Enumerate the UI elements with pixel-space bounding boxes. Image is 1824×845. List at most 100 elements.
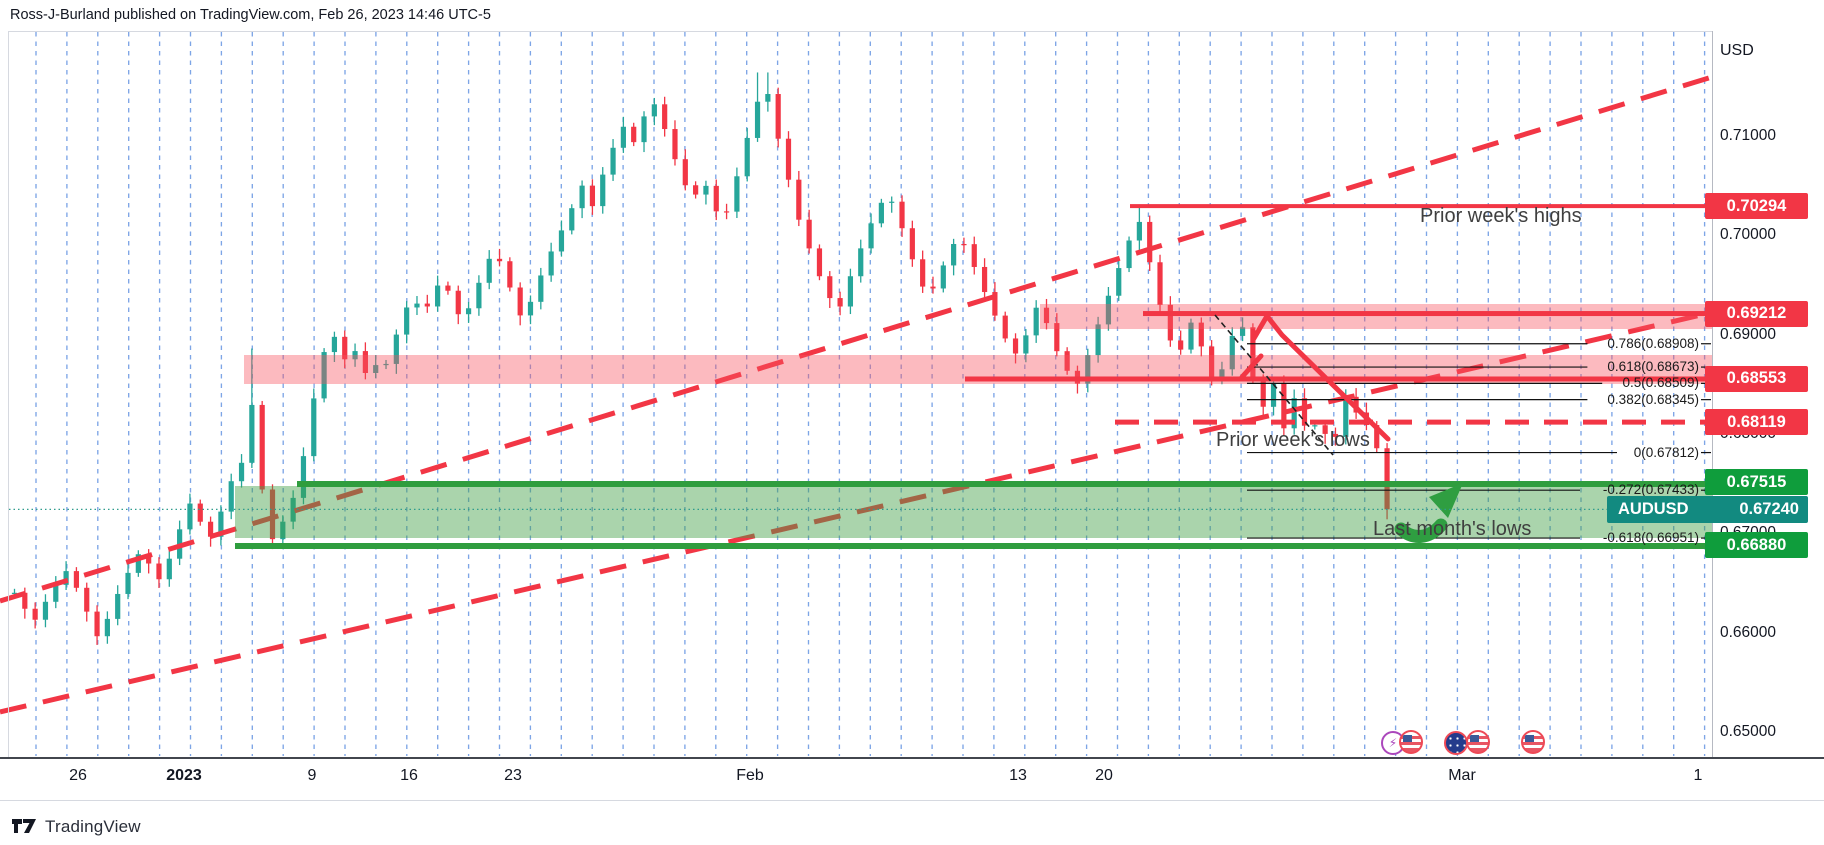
candle-body xyxy=(899,201,905,229)
candle-body xyxy=(579,185,585,209)
candle-body xyxy=(1178,340,1184,350)
resistance-line xyxy=(1143,311,1712,317)
price-axis-label: 0.71000 xyxy=(1720,127,1777,144)
candle-body xyxy=(662,104,668,130)
chart-annotation-text: Prior week's highs xyxy=(1420,205,1582,227)
candle-body xyxy=(631,126,637,143)
candle-body xyxy=(1064,351,1070,371)
us-flag-icon[interactable] xyxy=(1521,730,1545,754)
candle-body xyxy=(383,363,389,366)
fib-level-label: 0.618(0.68673) xyxy=(1607,359,1699,375)
plot-border-top xyxy=(8,31,1712,32)
candle-body xyxy=(507,261,513,288)
candle-body xyxy=(73,571,80,588)
fib-level-label: 0.786(0.68908) xyxy=(1607,335,1699,351)
candle-body xyxy=(961,243,967,246)
candle-body xyxy=(693,185,699,195)
us-flag-icon[interactable] xyxy=(1466,730,1490,754)
candle-body xyxy=(1002,315,1008,339)
candle-body xyxy=(22,592,28,609)
support-zone-bottom-line xyxy=(235,543,1712,549)
candle-body xyxy=(806,219,812,249)
candle-body xyxy=(1312,425,1318,427)
candle-body xyxy=(1219,369,1225,377)
candle-body xyxy=(496,258,503,262)
candle-body xyxy=(125,572,131,594)
candle-body xyxy=(641,116,647,143)
price-level-badge: 0.68553 xyxy=(1705,365,1808,392)
candle-body xyxy=(909,228,915,260)
candle-body xyxy=(269,489,276,540)
candle-body xyxy=(723,211,730,213)
time-axis-label: 2023 xyxy=(166,767,202,784)
candle-body xyxy=(796,179,802,220)
symbol-name: AUDUSD xyxy=(1618,499,1689,518)
footer-brand[interactable]: TradingView xyxy=(12,817,141,837)
candle-body xyxy=(837,298,843,307)
currency-label: USD xyxy=(1720,42,1754,59)
candle-body xyxy=(765,94,771,102)
price-axis-label: 0.70000 xyxy=(1720,226,1777,244)
candle-body xyxy=(300,456,307,498)
candle-body xyxy=(1188,322,1194,350)
candle-body xyxy=(1229,335,1235,370)
au-flag-icon[interactable] xyxy=(1444,731,1468,755)
candle-body xyxy=(1250,327,1256,380)
candle-body xyxy=(1105,295,1112,325)
candle-body xyxy=(115,593,121,619)
price-axis-label: 0.65000 xyxy=(1720,722,1777,740)
candle-body xyxy=(135,554,141,573)
candle-body xyxy=(827,276,833,299)
support-zone-top-line xyxy=(297,481,1712,487)
candle-body xyxy=(84,587,90,612)
candle-body xyxy=(42,601,49,620)
candle-body xyxy=(486,258,492,283)
time-axis-label: 26 xyxy=(69,767,87,784)
candle-body xyxy=(600,174,606,207)
fib-level-label: -0.272(0.67433) xyxy=(1602,482,1699,498)
time-axis-label: 1 xyxy=(1693,767,1703,784)
bounce-arrow-head xyxy=(1429,483,1463,518)
candle-body xyxy=(455,290,461,315)
time-axis[interactable] xyxy=(0,759,1824,800)
candle-body xyxy=(1270,382,1277,407)
candle-body xyxy=(1043,307,1050,324)
candle-body xyxy=(744,137,750,177)
candle-body xyxy=(1147,221,1153,263)
candle-body xyxy=(280,521,286,540)
candle-body xyxy=(1012,338,1019,354)
price-axis-label: 0.69000 xyxy=(1720,325,1777,343)
candle-body xyxy=(951,243,957,266)
resistance-line xyxy=(965,376,1712,382)
symbol-last-price: 0.67240 xyxy=(1739,499,1799,518)
footer-brand-label: TradingView xyxy=(45,817,141,836)
candle-body xyxy=(1343,396,1349,437)
bounce-arrow-tail xyxy=(1394,518,1448,543)
time-axis-label: 13 xyxy=(1009,767,1027,784)
candle-body xyxy=(1198,322,1204,347)
candle-body xyxy=(538,275,544,302)
candle-body xyxy=(445,285,451,291)
time-axis-line xyxy=(0,757,1824,759)
time-axis-label: 20 xyxy=(1095,767,1113,784)
candle-body xyxy=(373,365,379,373)
us-flag-icon[interactable] xyxy=(1399,730,1423,754)
candle-body xyxy=(352,351,358,360)
candle-body xyxy=(1209,346,1215,377)
candle-body xyxy=(981,266,988,293)
candle-body xyxy=(1126,240,1132,269)
candle-body xyxy=(868,223,874,249)
price-level-badge: 0.67515 xyxy=(1705,469,1808,496)
candle-body xyxy=(32,608,38,620)
candle-body xyxy=(11,592,18,594)
resistance-zone xyxy=(1040,304,1712,329)
candle-body xyxy=(785,138,792,180)
candle-body xyxy=(517,287,523,316)
candle-body xyxy=(558,230,565,252)
candle-body xyxy=(889,201,895,203)
price-level-badge: 0.70294 xyxy=(1705,193,1808,220)
candle-body xyxy=(414,303,420,308)
candle-body xyxy=(620,126,626,148)
time-axis-label: Mar xyxy=(1448,767,1476,784)
